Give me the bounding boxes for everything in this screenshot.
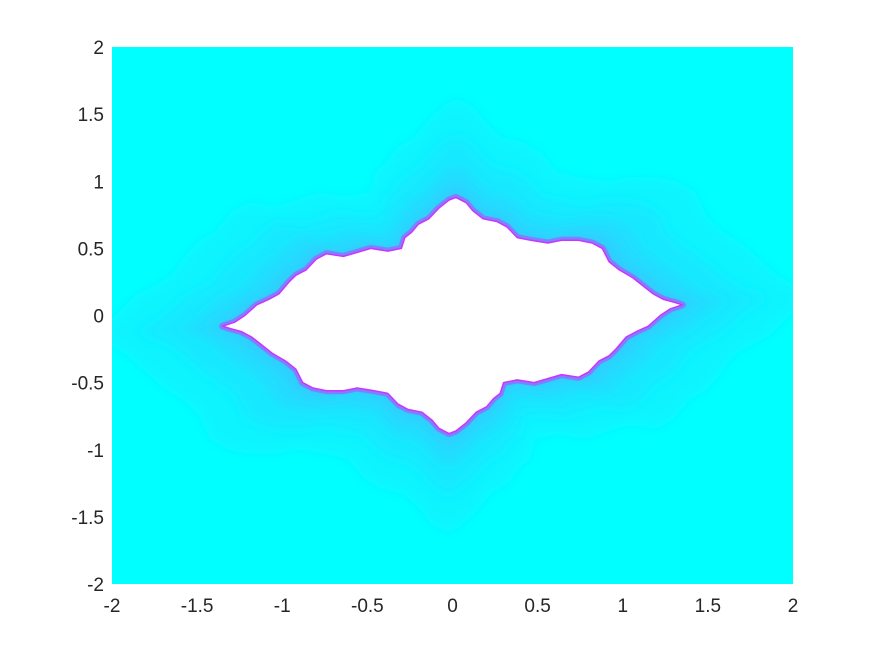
y-axis-ticks: -2 -1.5 -1 -0.5 0 0.5 1 1.5 2 bbox=[71, 38, 104, 596]
y-tick-label: 0.5 bbox=[78, 239, 104, 260]
y-tick-label: -2 bbox=[87, 575, 104, 596]
y-tick-label: -1 bbox=[87, 441, 104, 462]
x-tick-label: 0.5 bbox=[524, 596, 550, 617]
x-tick-label: -2 bbox=[104, 596, 121, 617]
y-tick-label: -0.5 bbox=[71, 374, 104, 395]
y-tick-label: 0 bbox=[93, 307, 104, 328]
x-tick-label: -1.5 bbox=[181, 596, 214, 617]
x-tick-label: 1 bbox=[617, 596, 628, 617]
x-tick-label: 1.5 bbox=[695, 596, 721, 617]
julia-interior bbox=[221, 196, 684, 435]
y-tick-label: -1.5 bbox=[71, 508, 104, 529]
x-tick-label: 2 bbox=[788, 596, 799, 617]
plot-area bbox=[112, 47, 793, 584]
x-tick-label: 0 bbox=[447, 596, 458, 617]
y-tick-label: 2 bbox=[93, 38, 104, 59]
y-tick-label: 1 bbox=[93, 172, 104, 193]
x-axis-ticks: -2 -1.5 -1 -0.5 0 0.5 1 1.5 2 bbox=[104, 596, 799, 617]
julia-boundary bbox=[219, 193, 686, 438]
y-tick-label: 1.5 bbox=[78, 105, 104, 126]
x-tick-label: -1 bbox=[274, 596, 291, 617]
x-tick-label: -0.5 bbox=[351, 596, 384, 617]
